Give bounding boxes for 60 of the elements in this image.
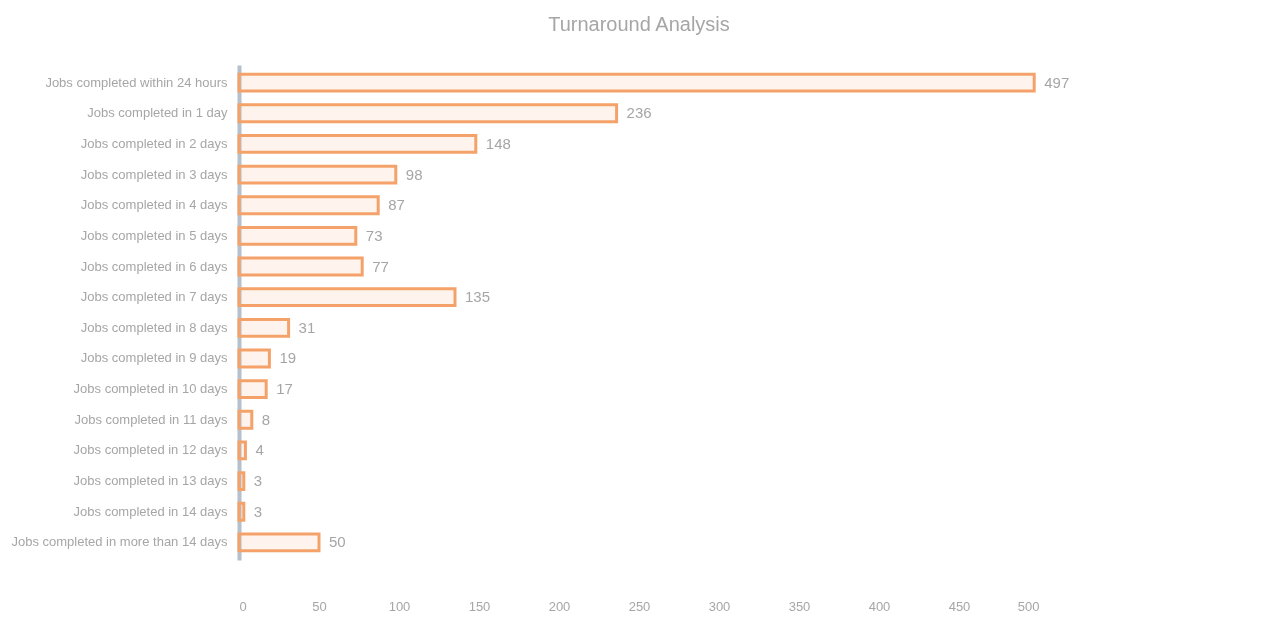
y-tick-label: Jobs completed in 3 days bbox=[80, 166, 228, 182]
x-tick-label: 0 bbox=[239, 598, 247, 614]
y-tick-label: Jobs completed in 6 days bbox=[80, 258, 228, 274]
bar bbox=[237, 256, 364, 277]
y-tick-label: Jobs completed in 13 days bbox=[73, 473, 228, 489]
data-label: 17 bbox=[276, 380, 293, 398]
y-tick-label: Jobs completed in 5 days bbox=[80, 227, 228, 243]
y-tick-label: Jobs completed in 7 days bbox=[80, 289, 228, 305]
bar bbox=[237, 317, 291, 338]
data-label: 8 bbox=[261, 410, 271, 428]
y-tick-label: Jobs completed in 2 days bbox=[80, 135, 228, 151]
x-tick-label: 150 bbox=[468, 598, 491, 614]
x-tick-label: 450 bbox=[948, 598, 971, 614]
y-tick-label: Jobs completed in 12 days bbox=[73, 442, 228, 458]
y-tick-label: Jobs completed in 10 days bbox=[73, 381, 228, 397]
bar bbox=[237, 348, 271, 369]
bar bbox=[237, 225, 358, 246]
x-tick-label: 500 bbox=[1017, 598, 1040, 614]
bar bbox=[237, 72, 1036, 93]
bar bbox=[237, 164, 398, 185]
x-tick-label: 300 bbox=[708, 598, 731, 614]
chart-title: Turnaround Analysis bbox=[548, 13, 730, 35]
data-label: 497 bbox=[1044, 73, 1070, 91]
data-label: 98 bbox=[405, 165, 423, 183]
x-tick-label: 250 bbox=[628, 598, 651, 614]
x-tick-label: 400 bbox=[868, 598, 891, 614]
x-tick-label: 50 bbox=[312, 598, 327, 614]
bar bbox=[237, 287, 457, 308]
data-label: 73 bbox=[365, 226, 383, 244]
bar bbox=[237, 501, 246, 522]
bar bbox=[237, 103, 619, 124]
bar bbox=[237, 440, 247, 461]
data-label: 77 bbox=[372, 257, 389, 275]
data-label: 19 bbox=[279, 349, 297, 367]
x-tick-label: 350 bbox=[788, 598, 811, 614]
x-tick-label: 200 bbox=[548, 598, 571, 614]
x-tick-label: 100 bbox=[388, 598, 411, 614]
bar bbox=[237, 195, 380, 216]
y-tick-label: Jobs completed within 24 hours bbox=[45, 74, 228, 90]
bar bbox=[237, 379, 268, 400]
data-label: 236 bbox=[626, 104, 652, 122]
data-label: 3 bbox=[253, 472, 263, 490]
bar bbox=[237, 471, 246, 491]
data-label: 148 bbox=[485, 134, 511, 152]
bar bbox=[237, 134, 478, 154]
data-label: 50 bbox=[329, 533, 346, 551]
y-tick-label: Jobs completed in 1 day bbox=[87, 105, 228, 121]
y-tick-label: Jobs completed in 8 days bbox=[80, 319, 228, 335]
bar bbox=[237, 532, 321, 553]
data-label: 87 bbox=[388, 196, 405, 214]
y-tick-label: Jobs completed in more than 14 days bbox=[11, 534, 228, 550]
bar bbox=[237, 409, 254, 430]
y-tick-label: Jobs completed in 11 days bbox=[74, 411, 228, 427]
y-tick-label: Jobs completed in 14 days bbox=[73, 503, 228, 519]
data-label: 4 bbox=[255, 441, 264, 459]
y-tick-label: Jobs completed in 4 days bbox=[80, 197, 228, 213]
data-label: 3 bbox=[253, 502, 263, 520]
data-label: 31 bbox=[298, 318, 316, 336]
y-tick-label: Jobs completed in 9 days bbox=[80, 350, 228, 366]
data-label: 135 bbox=[465, 288, 491, 306]
